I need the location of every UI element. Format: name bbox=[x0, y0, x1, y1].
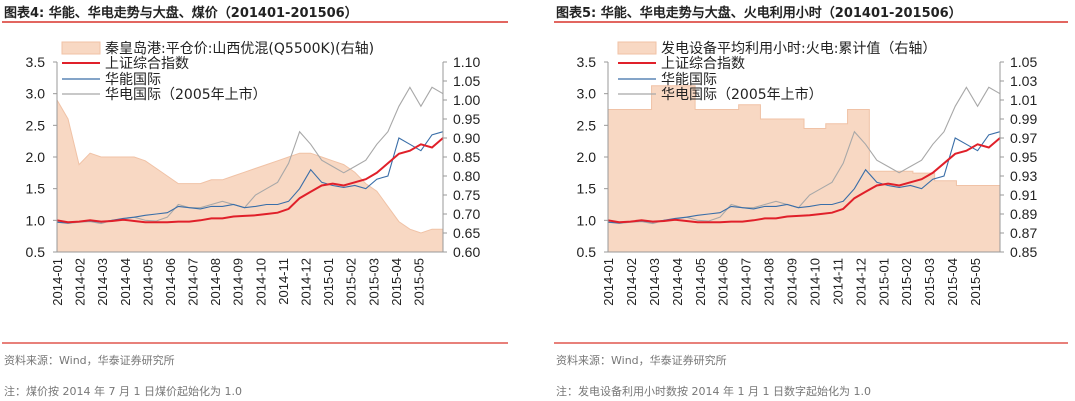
y2-tick-label: 0.85 bbox=[1010, 244, 1037, 260]
chart5-note: 注：发电设备利用小时数按 2014 年 1 月 1 日数字起始化为 1.0 bbox=[556, 385, 871, 398]
x-tick-label: 2014-07 bbox=[739, 258, 754, 306]
y2-tick-label: 1.00 bbox=[453, 92, 480, 108]
y2-tick-label: 0.93 bbox=[1010, 168, 1037, 184]
x-tick-label: 2015-02 bbox=[899, 258, 914, 306]
y2-tick-label: 0.97 bbox=[1010, 130, 1037, 146]
x-tick-label: 2014-09 bbox=[785, 258, 800, 306]
x-tick-label: 2014-07 bbox=[186, 258, 201, 306]
x-tick-label: 2015-04 bbox=[389, 258, 404, 306]
x-tick-label: 2014-06 bbox=[716, 258, 731, 306]
x-tick-label: 2014-01 bbox=[601, 258, 616, 306]
y-tick-label: 0.5 bbox=[577, 244, 597, 260]
x-tick-label: 2014-06 bbox=[163, 258, 178, 306]
y-tick-label: 2.5 bbox=[577, 117, 597, 133]
x-tick-label: 2014-08 bbox=[208, 258, 223, 306]
y2-tick-label: 0.90 bbox=[453, 130, 480, 146]
legend-label: 华电国际（2005年上市） bbox=[661, 86, 823, 103]
x-tick-label: 2014-01 bbox=[50, 258, 65, 306]
chart5-title: 图表5: 华能、华电走势与大盘、火电利用小时（201401-201506） bbox=[556, 6, 962, 21]
y2-tick-label: 0.95 bbox=[1010, 149, 1037, 165]
legend-label: 发电设备平均利用小时:火电:累计值（右轴） bbox=[661, 40, 936, 57]
y2-tick-label: 0.65 bbox=[453, 225, 480, 241]
x-tick-label: 2014-11 bbox=[830, 258, 845, 305]
legend-label: 上证综合指数 bbox=[105, 56, 189, 72]
line-series-2 bbox=[56, 131, 444, 224]
y2-tick-label: 0.91 bbox=[1010, 187, 1037, 203]
x-tick-label: 2015-02 bbox=[344, 258, 359, 306]
y-tick-label: 3.0 bbox=[26, 86, 46, 102]
x-tick-label: 2014-04 bbox=[118, 258, 133, 306]
y2-tick-label: 0.99 bbox=[1010, 111, 1037, 127]
legend-label: 华电国际（2005年上市） bbox=[105, 86, 267, 103]
x-tick-label: 2014-02 bbox=[73, 258, 88, 306]
chart4-note: 注：煤价按 2014 年 7 月 1 日煤价起始化为 1.0 bbox=[4, 385, 242, 398]
line-series-1 bbox=[56, 137, 444, 224]
legend-swatch-area bbox=[61, 41, 101, 55]
chart4-title: 图表4: 华能、华电走势与大盘、煤价（201401-201506） bbox=[4, 6, 358, 21]
x-tick-label: 2014-05 bbox=[693, 258, 708, 306]
y-tick-label: 1.5 bbox=[26, 181, 46, 197]
x-tick-label: 2014-09 bbox=[231, 258, 246, 306]
y-tick-label: 1.0 bbox=[577, 212, 597, 228]
y-tick-label: 3.5 bbox=[577, 54, 597, 70]
y2-tick-label: 0.70 bbox=[453, 206, 480, 222]
x-tick-label: 2014-12 bbox=[853, 258, 868, 306]
legend-label: 华能国际 bbox=[105, 72, 161, 88]
y2-tick-label: 0.60 bbox=[453, 244, 480, 260]
y2-tick-label: 1.05 bbox=[453, 73, 480, 89]
line-series-2 bbox=[607, 131, 1001, 224]
y-tick-label: 3.0 bbox=[577, 86, 597, 102]
y2-tick-label: 0.85 bbox=[453, 149, 480, 165]
chart5-source: 资料来源：Wind，华泰证券研究所 bbox=[556, 354, 727, 367]
y2-tick-label: 1.10 bbox=[453, 54, 480, 70]
x-tick-label: 2015-01 bbox=[876, 258, 891, 306]
y2-tick-label: 0.75 bbox=[453, 187, 480, 203]
x-tick-label: 2014-12 bbox=[298, 258, 313, 306]
x-tick-label: 2014-03 bbox=[95, 258, 110, 306]
legend-label: 秦皇岛港:平仓价:山西优混(Q5500K)(右轴) bbox=[105, 41, 374, 57]
x-tick-label: 2014-02 bbox=[624, 258, 639, 306]
chart4-source: 资料来源：Wind，华泰证券研究所 bbox=[4, 354, 175, 367]
x-tick-label: 2014-05 bbox=[140, 258, 155, 306]
x-tick-label: 2015-05 bbox=[411, 258, 426, 306]
y-tick-label: 2.5 bbox=[26, 117, 46, 133]
y2-tick-label: 0.95 bbox=[453, 111, 480, 127]
x-tick-label: 2015-05 bbox=[968, 258, 983, 306]
area-series-0 bbox=[56, 98, 444, 253]
x-tick-label: 2015-03 bbox=[922, 258, 937, 306]
y2-tick-label: 0.87 bbox=[1010, 225, 1037, 241]
x-tick-label: 2015-04 bbox=[945, 258, 960, 306]
y2-tick-label: 1.01 bbox=[1010, 92, 1037, 108]
y2-tick-label: 0.89 bbox=[1010, 206, 1037, 222]
y-tick-label: 1.0 bbox=[26, 212, 46, 228]
legend-swatch-area bbox=[617, 41, 657, 55]
x-tick-label: 2014-10 bbox=[253, 258, 268, 306]
x-tick-label: 2014-03 bbox=[647, 258, 662, 306]
area-series-0 bbox=[607, 85, 1001, 253]
y-tick-label: 1.5 bbox=[577, 181, 597, 197]
y2-tick-label: 0.80 bbox=[453, 168, 480, 184]
line-series-1 bbox=[607, 137, 1001, 224]
y2-tick-label: 1.05 bbox=[1010, 54, 1037, 70]
y-tick-label: 2.0 bbox=[577, 149, 597, 165]
legend-label: 上证综合指数 bbox=[661, 56, 745, 72]
legend-label: 华能国际 bbox=[661, 72, 717, 88]
x-tick-label: 2014-11 bbox=[276, 258, 291, 305]
x-tick-label: 2014-04 bbox=[670, 258, 685, 306]
y-tick-label: 2.0 bbox=[26, 149, 46, 165]
x-tick-label: 2014-10 bbox=[807, 258, 822, 306]
x-tick-label: 2015-03 bbox=[366, 258, 381, 306]
x-tick-label: 2015-01 bbox=[321, 258, 336, 306]
y2-tick-label: 1.03 bbox=[1010, 73, 1037, 89]
y-tick-label: 0.5 bbox=[26, 244, 46, 260]
x-tick-label: 2014-08 bbox=[762, 258, 777, 306]
y-tick-label: 3.5 bbox=[26, 54, 46, 70]
